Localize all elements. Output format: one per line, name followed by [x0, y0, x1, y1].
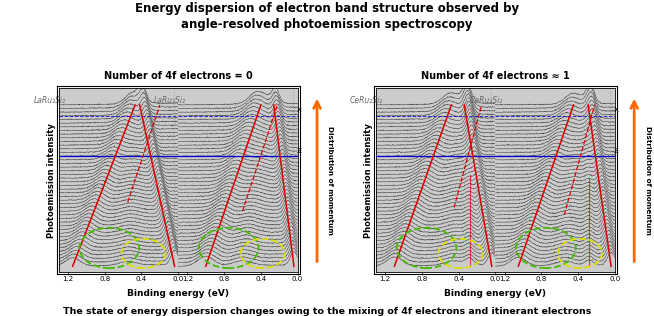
Text: Z: Z	[177, 148, 182, 154]
Text: Number of 4f electrons ≈ 1: Number of 4f electrons ≈ 1	[421, 70, 570, 81]
Text: LaRu₂Si₂: LaRu₂Si₂	[154, 96, 186, 105]
Text: Z: Z	[297, 148, 301, 154]
Text: Z: Z	[614, 148, 619, 154]
Text: Binding energy (eV): Binding energy (eV)	[445, 289, 546, 298]
Y-axis label: Photoemission intensity: Photoemission intensity	[364, 123, 373, 238]
Text: LaRu₂Si₂: LaRu₂Si₂	[34, 96, 66, 105]
Text: X: X	[614, 107, 619, 113]
Text: Binding energy (eV): Binding energy (eV)	[128, 289, 229, 298]
Text: Number of 4f electrons = 0: Number of 4f electrons = 0	[104, 70, 252, 81]
Text: CeRu₂Si₂: CeRu₂Si₂	[350, 96, 383, 105]
Text: X: X	[177, 107, 182, 113]
Text: The state of energy dispersion changes owing to the mixing of 4f electrons and i: The state of energy dispersion changes o…	[63, 307, 591, 316]
Text: Energy dispersion of electron band structure observed by
angle-resolved photoemi: Energy dispersion of electron band struc…	[135, 2, 519, 31]
Text: Distribution of momentum: Distribution of momentum	[645, 126, 651, 234]
Text: CeRu₂Si₂: CeRu₂Si₂	[470, 96, 503, 105]
Text: X: X	[494, 107, 499, 113]
Y-axis label: Photoemission intensity: Photoemission intensity	[47, 123, 56, 238]
Text: Distribution of momentum: Distribution of momentum	[328, 126, 334, 234]
Text: X: X	[297, 107, 301, 113]
Text: Z: Z	[494, 148, 500, 154]
